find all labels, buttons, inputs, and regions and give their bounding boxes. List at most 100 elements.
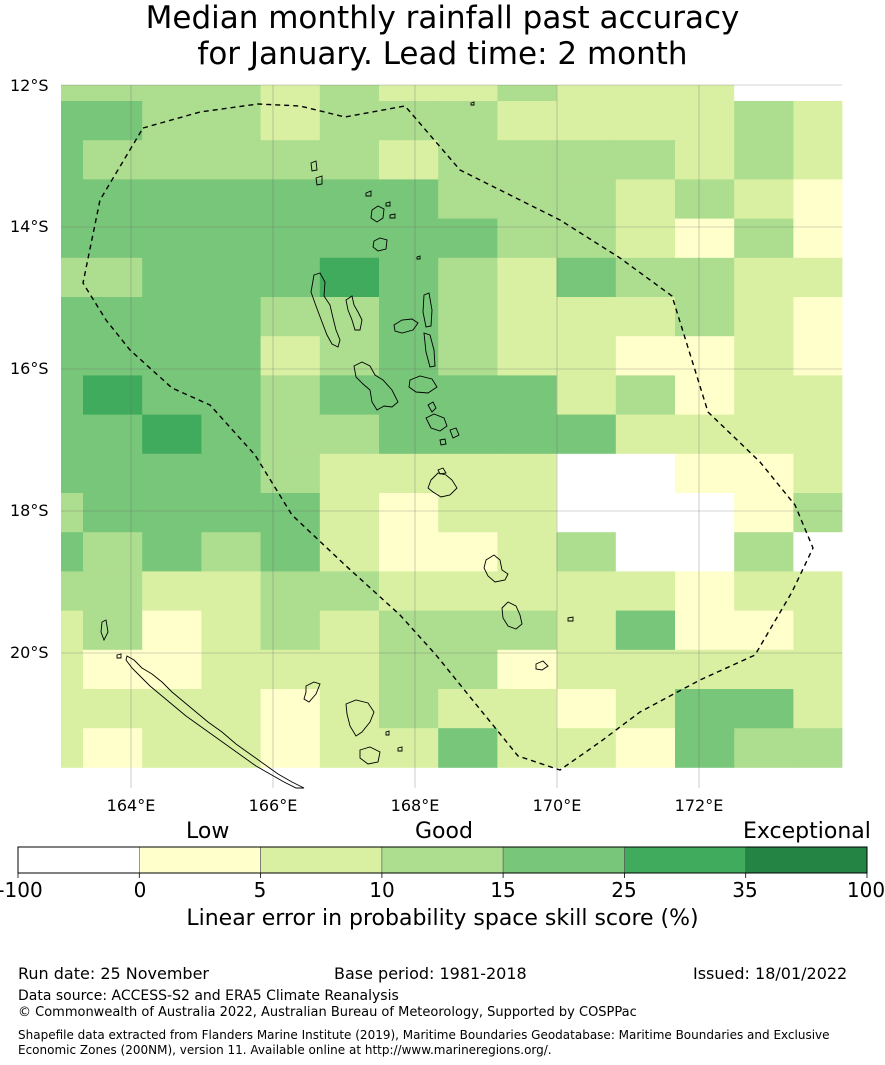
grid-cell xyxy=(379,179,439,219)
grid-cell xyxy=(556,297,617,337)
grid-cell xyxy=(438,179,498,219)
coast-torres-2 xyxy=(315,175,323,186)
grid-cell xyxy=(260,453,321,494)
grid-cell xyxy=(615,649,676,690)
lat-label-20s: 20°S xyxy=(10,643,49,662)
chart-title-line-2: for January. Lead time: 2 month xyxy=(197,36,688,72)
grid-cell xyxy=(319,297,380,337)
coast-paama xyxy=(427,401,437,413)
grid-cell xyxy=(497,453,557,494)
grid-cell xyxy=(615,571,676,611)
grid-cell xyxy=(61,297,84,337)
coast-torres-1 xyxy=(310,160,318,172)
coast-malekula xyxy=(353,361,399,411)
grid-cell xyxy=(142,493,202,533)
grid-cell xyxy=(83,649,143,690)
lat-label-12s: 12°S xyxy=(10,76,49,95)
coast-espiritu-santo xyxy=(310,272,341,348)
grid-cell xyxy=(793,453,843,494)
grid-cell xyxy=(497,85,557,102)
coast-tanna xyxy=(501,601,523,630)
coast-banks-small-1 xyxy=(365,190,372,197)
grid-cell xyxy=(260,218,321,259)
grid-cell xyxy=(83,101,143,141)
grid-cell xyxy=(61,571,84,611)
grid-cell xyxy=(438,336,498,376)
grid-cell xyxy=(615,493,676,533)
grid-cell xyxy=(379,375,439,415)
grid-cell xyxy=(438,610,498,651)
grid-cell xyxy=(675,336,735,376)
grid-cell xyxy=(556,375,617,415)
grid-cell xyxy=(142,375,202,415)
lon-label-168e: 168°E xyxy=(390,796,440,815)
grid-cell xyxy=(497,101,557,141)
grid-cell xyxy=(319,257,380,298)
coast-reef-islet xyxy=(470,101,475,106)
grid-cell xyxy=(142,571,202,611)
grid-cell xyxy=(260,85,321,102)
grid-cell xyxy=(438,218,498,259)
grid-cell xyxy=(615,610,676,651)
grid-cell xyxy=(675,453,735,494)
grid-cell xyxy=(793,297,843,337)
grid-cell xyxy=(319,140,380,180)
grid-cell xyxy=(615,375,676,415)
grid-cell xyxy=(556,414,617,455)
grid-cell xyxy=(615,101,676,141)
grid-cell xyxy=(201,257,261,298)
coast-belep xyxy=(100,619,109,642)
grid-cell xyxy=(438,571,498,611)
grid-cell xyxy=(793,218,843,259)
grid-cell xyxy=(497,218,557,259)
grid-cell xyxy=(319,218,380,259)
grid-cell xyxy=(675,649,735,690)
grid-cell xyxy=(497,179,557,219)
colorbar-title: Linear error in probability space skill … xyxy=(186,906,699,931)
grid-cell xyxy=(83,218,143,259)
grid-cell xyxy=(497,728,557,768)
grid-cell xyxy=(319,179,380,219)
grid-cell xyxy=(319,571,380,611)
grid-cell xyxy=(556,257,617,298)
colorbar-segment xyxy=(139,846,261,874)
coast-erromango xyxy=(483,554,509,583)
grid-cell xyxy=(556,179,617,219)
grid-cell xyxy=(615,453,676,494)
grid-cell xyxy=(142,140,202,180)
grid-cell xyxy=(438,101,498,141)
grid-cell xyxy=(556,140,617,180)
grid-cell xyxy=(556,336,617,376)
grid-cell xyxy=(497,689,557,729)
grid-cell xyxy=(793,689,843,729)
colorbar-tick: 35 xyxy=(732,878,758,902)
grid-cell xyxy=(201,179,261,219)
category-good: Good xyxy=(415,819,473,844)
grid-cell xyxy=(734,610,794,651)
grid-cell xyxy=(61,493,84,533)
grid-cell xyxy=(675,493,735,533)
grid-cell xyxy=(319,493,380,533)
grid-cell xyxy=(142,610,202,651)
grid-cell xyxy=(497,649,557,690)
grid-cell xyxy=(734,218,794,259)
grid-cell xyxy=(734,140,794,180)
grid-cell xyxy=(61,140,84,180)
grid-cell xyxy=(675,532,735,572)
grid-cell xyxy=(497,336,557,376)
grid-cell xyxy=(260,297,321,337)
grid-cell xyxy=(83,336,143,376)
grid-cell xyxy=(379,532,439,572)
grid-cell xyxy=(61,85,84,102)
grid-cell xyxy=(319,336,380,376)
grid-cell xyxy=(379,728,439,768)
grid-cell xyxy=(201,453,261,494)
grid-cell xyxy=(497,257,557,298)
grid-cell xyxy=(497,493,557,533)
coast-new-caledonia xyxy=(125,655,305,789)
grid-cell xyxy=(61,218,84,259)
grid-cell xyxy=(83,453,143,494)
coast-futuna xyxy=(567,616,574,622)
category-exceptional: Exceptional xyxy=(743,819,871,844)
grid-cell xyxy=(793,179,843,219)
